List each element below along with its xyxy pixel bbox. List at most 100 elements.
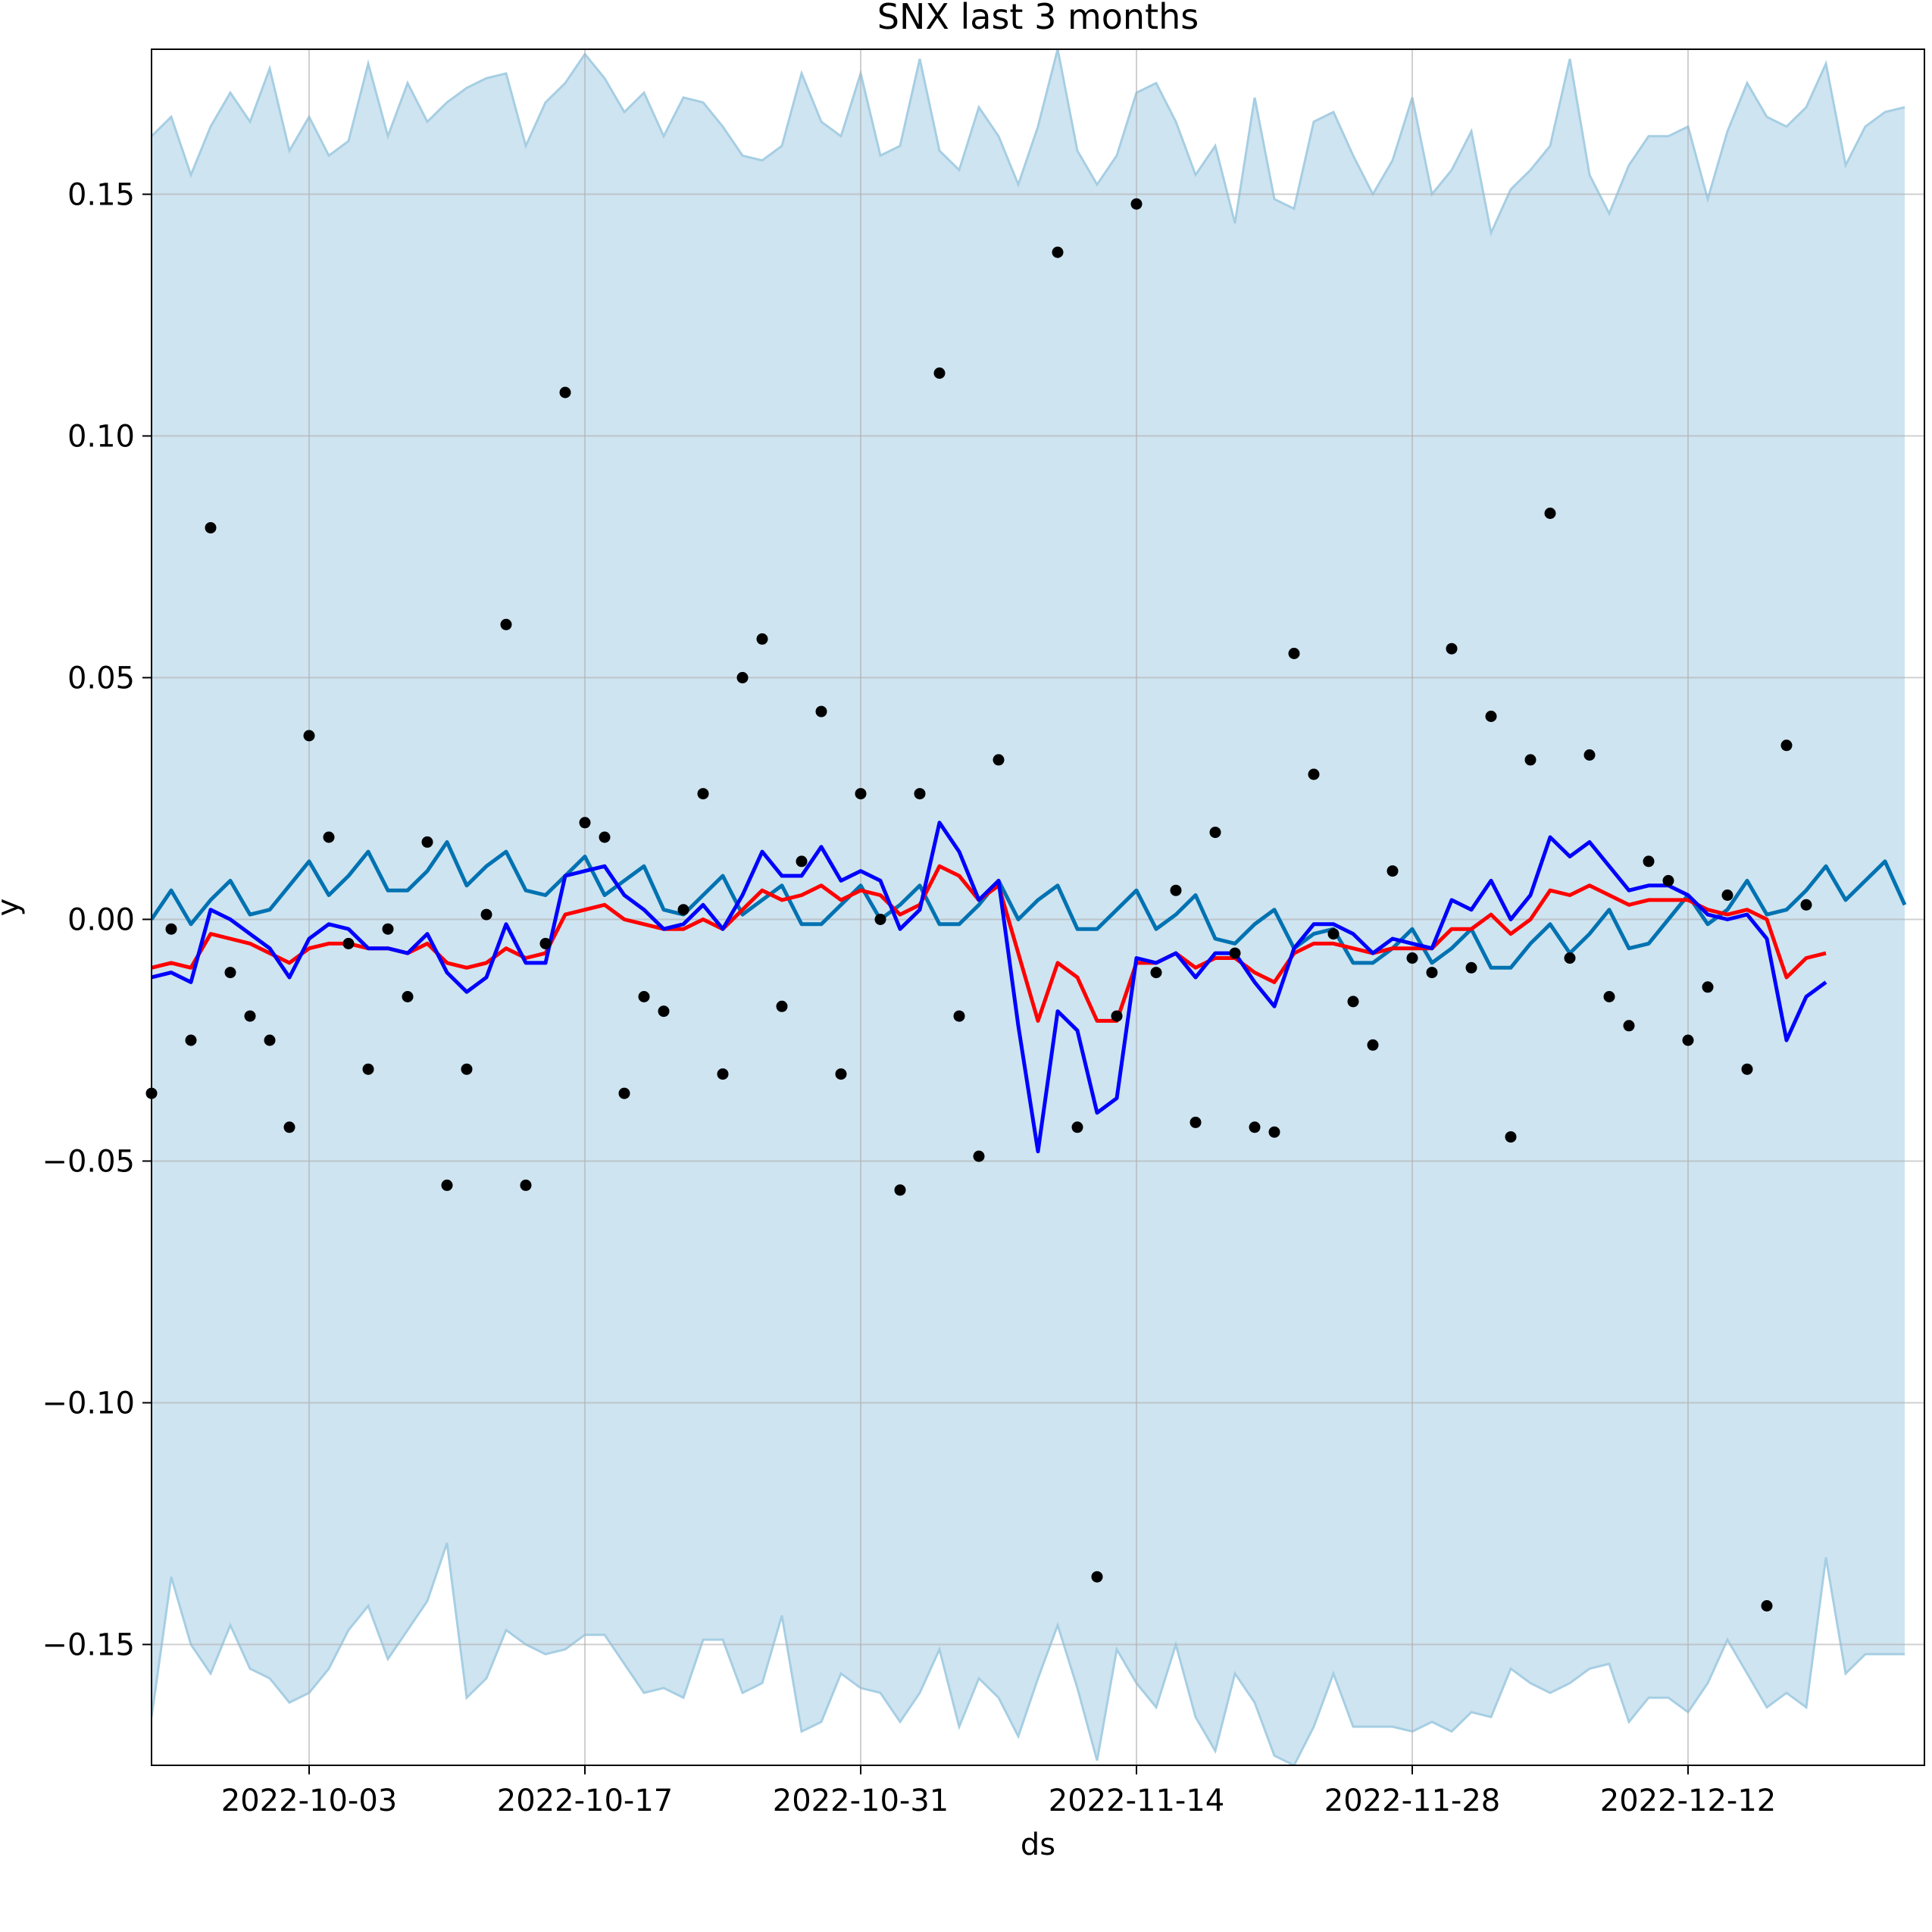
series-layer (152, 821, 1907, 1154)
y-tick-label: −0.10 (42, 1386, 135, 1421)
observed-point (1465, 961, 1477, 974)
observed-point (599, 831, 611, 843)
observed-point (441, 1179, 453, 1191)
observed-point (1308, 768, 1320, 780)
observed-point (1071, 1121, 1083, 1133)
y-tick-label: −0.15 (42, 1627, 135, 1662)
observed-point (1702, 981, 1714, 993)
y-tick-label: 0.15 (67, 177, 135, 212)
observed-point (480, 908, 492, 921)
observed-point (717, 1068, 729, 1080)
observed-point (855, 788, 867, 800)
observed-point (1583, 749, 1596, 761)
x-tick-label: 2022-10-17 (497, 1784, 673, 1818)
observed-point (973, 1150, 985, 1162)
observed-point (894, 1184, 906, 1196)
band-lower-edge (152, 1543, 1905, 1765)
observed-point (756, 633, 768, 645)
y-tick-label: 0.00 (67, 902, 135, 937)
observed-point (559, 386, 571, 399)
observed-point (342, 937, 355, 949)
observed-point (618, 1087, 630, 1099)
observed-point (1780, 739, 1793, 752)
observed-point (402, 991, 414, 1002)
x-tick-label: 2022-10-03 (221, 1784, 397, 1818)
observed-point (165, 923, 177, 935)
x-tick-label: 2022-12-12 (1600, 1784, 1776, 1818)
observed-point (1761, 1600, 1773, 1612)
observed-point (1426, 967, 1438, 979)
observed-point (1288, 648, 1300, 659)
observed-point (500, 618, 512, 630)
observed-point (815, 705, 827, 717)
forecast-line (152, 839, 1907, 970)
observed-point (1406, 952, 1418, 964)
observed-point (1524, 754, 1537, 766)
observed-point (953, 1010, 965, 1022)
observed-point (303, 730, 315, 742)
observed-point (579, 817, 591, 829)
observed-point (421, 836, 433, 848)
observed-point (1623, 1020, 1635, 1032)
x-axis-label: ds (1021, 1827, 1055, 1862)
observed-point (205, 522, 217, 534)
grid-layer (152, 49, 1924, 1765)
observed-point (1682, 1034, 1694, 1046)
observed-point (1564, 952, 1576, 964)
observed-point (382, 923, 394, 935)
observed-point (1091, 1571, 1103, 1583)
observed-point (539, 937, 552, 949)
observed-point (1190, 1116, 1202, 1128)
observed-point (244, 1010, 256, 1022)
observed-point (1209, 827, 1221, 839)
observed-point (1505, 1131, 1517, 1143)
observed-point (1111, 1010, 1123, 1022)
observed-point (1229, 947, 1241, 959)
observed-point (638, 991, 650, 1002)
observed-point (914, 788, 926, 800)
observed-point (1150, 967, 1162, 979)
observed-point (224, 967, 236, 979)
observed-point (1485, 711, 1497, 722)
observed-point (1327, 928, 1340, 940)
x-tick-label: 2022-11-14 (1049, 1784, 1224, 1818)
y-tick-label: −0.05 (42, 1144, 135, 1179)
observed-point (1347, 996, 1359, 1008)
observed-point (283, 1121, 295, 1133)
observed-point (1052, 246, 1064, 258)
observed-point (1130, 198, 1143, 210)
observed-point (1170, 884, 1182, 896)
observed-point (677, 904, 689, 916)
observed-point (835, 1068, 847, 1080)
observed-point (323, 831, 335, 843)
observed-point (362, 1063, 374, 1075)
observed-point (796, 855, 808, 868)
observed-point (185, 1034, 197, 1046)
observed-point (1662, 874, 1674, 886)
observed-point (874, 914, 886, 925)
observed-point (1268, 1126, 1280, 1138)
observed-point (1249, 1121, 1261, 1133)
observed-point (1721, 889, 1733, 901)
observed-point (1741, 1063, 1753, 1075)
observed-point (776, 1000, 788, 1012)
band-upper-edge (152, 49, 1905, 237)
y-tick-label: 0.10 (67, 419, 135, 454)
chart-title: SNX last 3 months (877, 0, 1199, 37)
observed-point (1643, 855, 1655, 868)
observed-point (658, 1005, 670, 1018)
y-axis-label: y (0, 899, 26, 917)
plot-frame (151, 48, 1925, 1766)
observed-point (1800, 899, 1812, 911)
observed-point (1544, 508, 1556, 519)
observed-point (1603, 991, 1615, 1002)
y-tick-label: 0.05 (67, 661, 135, 696)
observed-point (1386, 865, 1399, 877)
blue-series-line (152, 821, 1827, 1154)
observed-point (461, 1063, 473, 1075)
x-tick-label: 2022-11-28 (1324, 1784, 1500, 1818)
y-ticks: 0.15 0.10 0.05 0.00 −0.05 −0.10 −0.15 (42, 177, 152, 1662)
observed-point (736, 671, 749, 683)
